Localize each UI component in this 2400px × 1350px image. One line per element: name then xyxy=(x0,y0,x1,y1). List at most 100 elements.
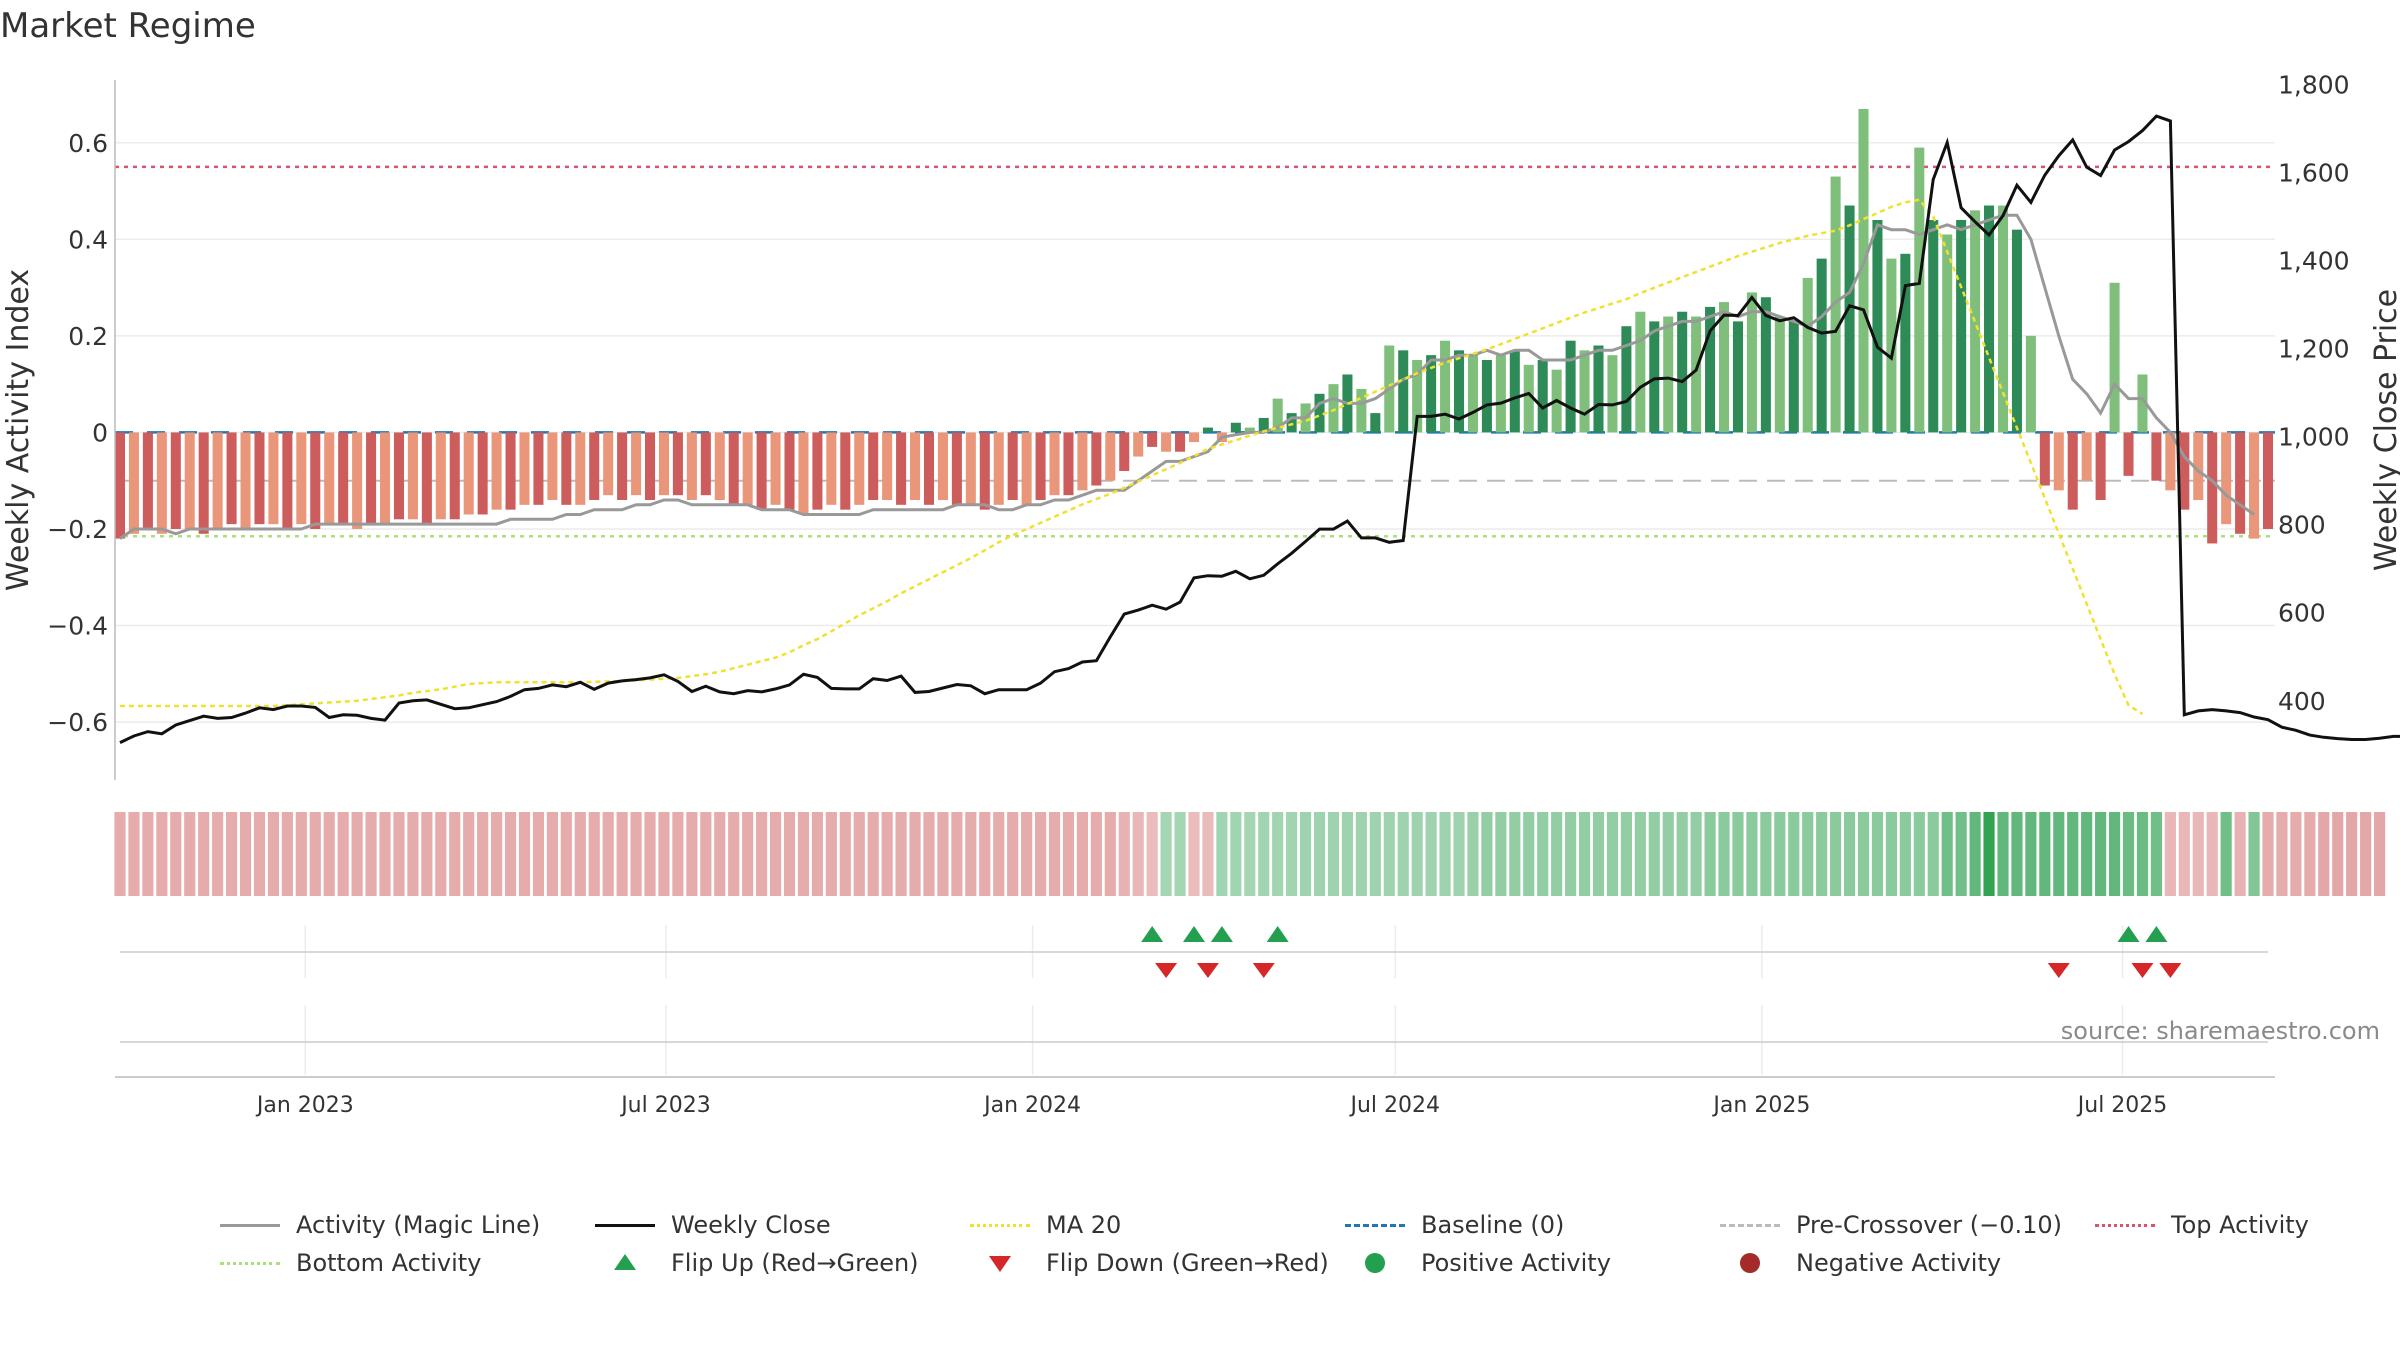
regime-strip-cell xyxy=(546,812,558,896)
regime-strip-cell xyxy=(2136,812,2149,896)
activity-bar xyxy=(1328,384,1339,433)
regime-strip-cell xyxy=(560,812,572,896)
y-left-tick-label: 0.6 xyxy=(68,129,108,158)
activity-bar xyxy=(1467,355,1478,433)
regime-strip-cell xyxy=(1606,812,1619,896)
regime-strip-cell xyxy=(1774,812,1786,896)
activity-bar xyxy=(212,432,223,529)
activity-bar xyxy=(2067,432,2078,510)
regime-strip-cell xyxy=(1286,812,1298,896)
regime-strip-cell xyxy=(2081,812,2093,896)
regime-strip-cell xyxy=(435,812,447,896)
weekly-close-series xyxy=(119,114,2400,744)
regime-strip-cell xyxy=(184,812,196,896)
activity-bars xyxy=(114,108,2274,544)
regime-strip-cell xyxy=(1718,812,1730,896)
activity-bar xyxy=(2207,432,2218,544)
regime-strip-cell xyxy=(1969,812,1981,896)
regime-strip-cell xyxy=(2346,812,2358,896)
regime-strip-cell xyxy=(491,812,503,896)
regime-strip-cell xyxy=(323,812,335,896)
regime-strip-cell xyxy=(1830,812,1842,896)
activity-bar xyxy=(142,432,153,529)
activity-bar xyxy=(1956,220,1967,433)
regime-strip-cell xyxy=(923,812,935,896)
regime-strip-cell xyxy=(1760,812,1772,896)
legend-symbol-ma20 xyxy=(970,1213,1030,1237)
regime-strip-cell xyxy=(1983,812,1995,896)
regime-strip-cell xyxy=(2234,812,2246,896)
activity-bar xyxy=(1119,432,1130,472)
activity-bar xyxy=(1007,432,1018,500)
regime-strip-cell xyxy=(825,812,837,896)
y-right-tick-label: 600 xyxy=(2278,599,2326,628)
chart-title: Market Regime xyxy=(0,6,256,46)
regime-strip-cell xyxy=(742,812,754,896)
activity-bar xyxy=(700,432,711,496)
regime-strip-cell xyxy=(895,812,907,896)
regime-strip-cell xyxy=(2220,812,2232,896)
activity-bar xyxy=(2081,432,2092,481)
regime-strip-cell xyxy=(463,812,475,896)
regime-strip-cell xyxy=(1634,812,1646,896)
regime-strip-cell xyxy=(2304,812,2316,896)
activity-bar xyxy=(2053,432,2064,491)
activity-bar xyxy=(603,432,614,496)
y-left-tick-label: 0 xyxy=(92,418,108,447)
activity-bar xyxy=(1105,432,1116,481)
activity-bar xyxy=(407,432,418,520)
activity-bar xyxy=(784,432,795,510)
activity-bar xyxy=(1997,205,2009,433)
regime-strip-cell xyxy=(756,812,768,896)
regime-strip-cell xyxy=(1857,812,1870,896)
activity-bar xyxy=(2165,432,2176,491)
regime-strip-cell xyxy=(128,812,140,896)
y-left-tick-label: 0.4 xyxy=(68,225,108,254)
legend-symbol-negact xyxy=(1720,1251,1780,1275)
regime-strip-cell xyxy=(226,812,238,896)
regime-strip-cell xyxy=(2067,812,2079,896)
activity-bar xyxy=(1230,422,1241,433)
activity-bar xyxy=(2109,282,2120,433)
legend-label: Flip Down (Green→Red) xyxy=(1046,1249,1329,1277)
regime-strip-cell xyxy=(421,812,433,896)
activity-bar xyxy=(1035,432,1046,500)
regime-strip-cell xyxy=(783,812,796,896)
regime-strip-cell xyxy=(1076,812,1088,896)
activity-bar xyxy=(2011,229,2022,433)
activity-bar xyxy=(463,432,474,515)
regime-strip-cell xyxy=(1048,812,1061,896)
regime-strip-cell xyxy=(1439,812,1451,896)
activity-bar xyxy=(686,432,697,500)
activity-bar xyxy=(1481,360,1492,433)
regime-strip-cell xyxy=(2206,812,2218,896)
x-tick-label: Jan 2024 xyxy=(982,1093,1081,1118)
regime-strip-cell xyxy=(1955,812,1967,896)
regime-strip-cell xyxy=(1899,812,1911,896)
activity-bar xyxy=(993,432,1004,505)
regime-strip-cell xyxy=(2053,812,2065,896)
regime-strip-cell xyxy=(1997,812,2009,896)
activity-bar xyxy=(2039,432,2050,486)
flip-down-marker xyxy=(2047,963,2070,978)
activity-bar xyxy=(1928,220,1939,433)
activity-bar xyxy=(1244,427,1255,433)
activity-bar xyxy=(1691,316,1702,433)
regime-strip-cell xyxy=(1467,812,1479,896)
activity-bar xyxy=(1663,316,1674,433)
activity-bar xyxy=(379,432,391,525)
activity-bar xyxy=(156,432,167,534)
activity-bar xyxy=(868,432,879,500)
activity-bar xyxy=(519,432,530,505)
activity-bar xyxy=(1537,360,1548,433)
legend-label: Positive Activity xyxy=(1421,1249,1611,1277)
regime-strip-cell xyxy=(1132,812,1144,896)
regime-strip-cell xyxy=(2332,812,2344,896)
activity-bar xyxy=(1872,220,1883,433)
regime-strip-cell xyxy=(2262,812,2274,896)
activity-bar xyxy=(1677,311,1688,433)
regime-strip-cell xyxy=(2360,812,2372,896)
legend-symbol-magic xyxy=(220,1213,280,1237)
activity-bar xyxy=(2095,432,2106,500)
regime-strip-cell xyxy=(379,812,391,896)
